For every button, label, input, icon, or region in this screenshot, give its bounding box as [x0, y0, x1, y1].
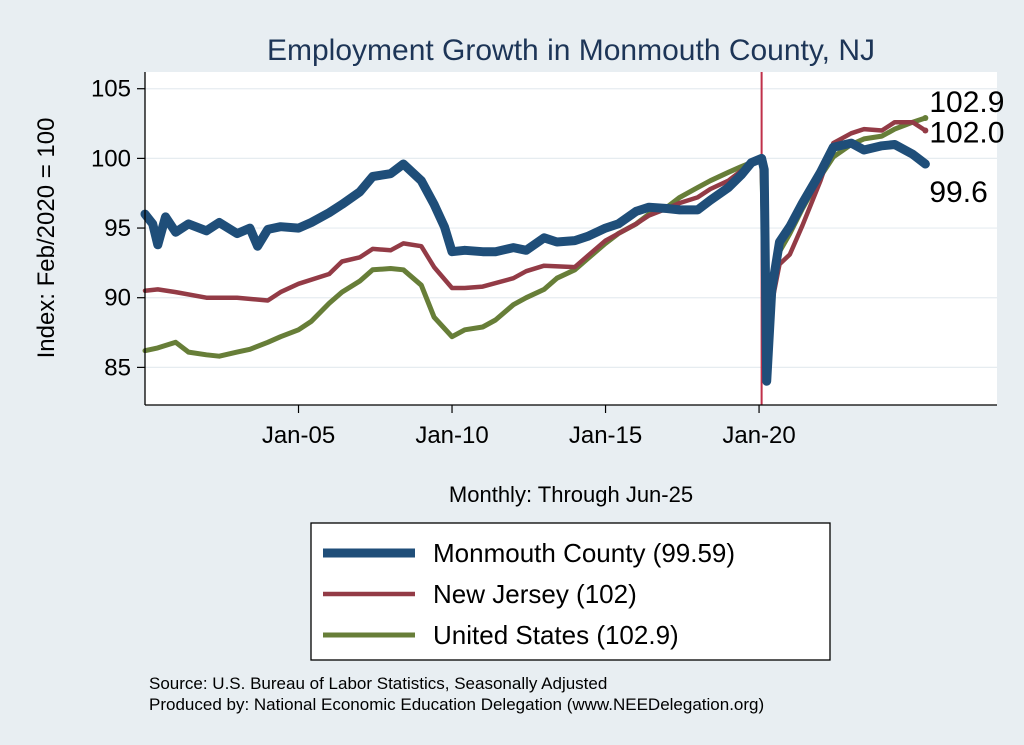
x-tick-label-Jan-10: Jan-10	[415, 422, 488, 449]
legend-label-0: Monmouth County (99.59)	[433, 538, 735, 568]
x-tick-label-Jan-15: Jan-15	[569, 422, 642, 449]
end-label-1: 102.0	[929, 117, 1004, 150]
series-line-1	[142, 119, 928, 380]
x-axis-label: Monthly: Through Jun-25	[449, 482, 693, 507]
series-end-point-2	[922, 114, 929, 121]
source-note: Source: U.S. Bureau of Labor Statistics,…	[149, 674, 607, 693]
series-end-point-0	[922, 160, 929, 167]
series-layer	[140, 114, 930, 386]
chart-title: Employment Growth in Monmouth County, NJ	[267, 34, 875, 67]
series-line-0	[140, 138, 930, 386]
end-label-0: 99.6	[929, 176, 987, 209]
y-tick-label-100: 100	[91, 145, 131, 172]
producer-note: Produced by: National Economic Education…	[149, 695, 764, 714]
x-tick-label-Jan-05: Jan-05	[262, 422, 335, 449]
series-end-point-1	[922, 127, 929, 134]
y-axis-label: Index: Feb/2020 = 100	[33, 118, 60, 359]
legend-label-2: United States (102.9)	[433, 620, 679, 650]
axis-layer: 85 90 95 100 105 Jan-05 Jan-10 Jan-15 Jan-20	[91, 72, 997, 449]
y-tick-label-105: 105	[91, 76, 131, 103]
legend: Monmouth County (99.59) New Jersey (102) U…	[310, 522, 831, 661]
y-tick-label-90: 90	[104, 285, 131, 312]
x-tick-label-Jan-20: Jan-20	[722, 422, 795, 449]
legend-label-1: New Jersey (102)	[433, 579, 637, 609]
y-tick-label-85: 85	[104, 354, 131, 381]
legend-items: Monmouth County (99.59) New Jersey (102) U…	[323, 538, 735, 650]
y-tick-label-95: 95	[104, 215, 131, 242]
end-label-2: 102.9	[929, 86, 1004, 119]
